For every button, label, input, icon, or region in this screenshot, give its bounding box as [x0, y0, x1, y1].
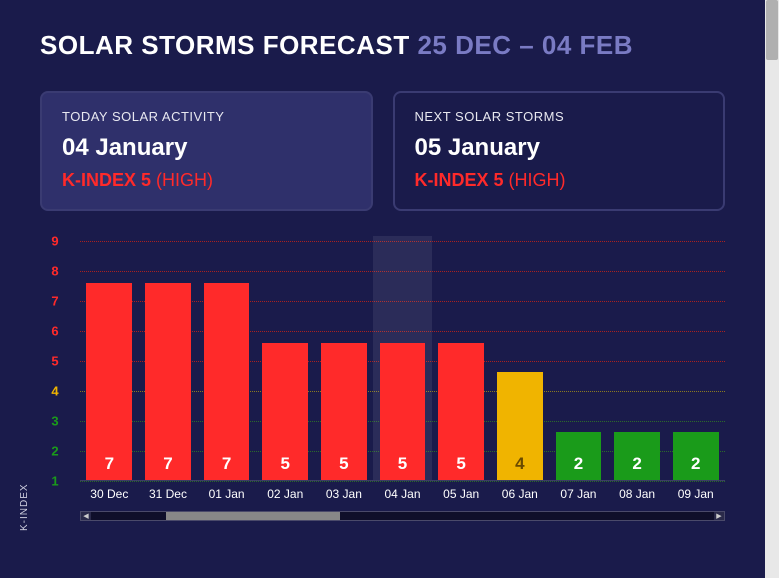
bar-value-label: 7	[163, 454, 172, 480]
scrollbar-v-thumb[interactable]	[766, 0, 778, 60]
bar-value-label: 5	[398, 454, 407, 480]
bar-value-label: 7	[105, 454, 114, 480]
bar-slot: 2	[608, 241, 667, 480]
y-tick: 5	[40, 354, 70, 369]
x-axis-label: 05 Jan	[432, 487, 491, 501]
title-date-range: 25 DEC – 04 FEB	[417, 30, 633, 60]
bar-value-label: 2	[632, 454, 641, 480]
bar-value-label: 5	[281, 454, 290, 480]
y-tick: 7	[40, 294, 70, 309]
scrollbar-h-thumb[interactable]	[166, 512, 340, 520]
x-axis-label: 03 Jan	[315, 487, 374, 501]
bar-slot: 2	[549, 241, 608, 480]
x-axis-label: 30 Dec	[80, 487, 139, 501]
x-axis-label: 31 Dec	[139, 487, 198, 501]
bar-value-label: 2	[691, 454, 700, 480]
x-axis-label: 04 Jan	[373, 487, 432, 501]
chart-plot-area: 7 7 7 5 5 5 5 4 2 2 2	[80, 241, 725, 481]
gridline	[80, 481, 725, 482]
x-axis-label: 07 Jan	[549, 487, 608, 501]
kindex-bar[interactable]: 5	[321, 343, 367, 480]
bar-slot: 5	[432, 241, 491, 480]
next-storm-card: NEXT SOLAR STORMS 05 January K-INDEX 5 (…	[393, 91, 726, 211]
x-axis-label: 01 Jan	[197, 487, 256, 501]
y-tick: 9	[40, 234, 70, 249]
chart-horizontal-scrollbar[interactable]: ◀ ▶	[80, 511, 725, 521]
today-card-kindex: K-INDEX 5 (HIGH)	[62, 170, 351, 191]
bar-value-label: 4	[515, 454, 524, 480]
page-viewport: SOLAR STORMS FORECAST 25 DEC – 04 FEB TO…	[0, 0, 765, 578]
x-axis-label: 08 Jan	[608, 487, 667, 501]
header: SOLAR STORMS FORECAST 25 DEC – 04 FEB	[40, 30, 725, 61]
bar-slot: 5	[373, 241, 432, 480]
bar-value-label: 5	[456, 454, 465, 480]
kindex-bar[interactable]: 7	[86, 283, 132, 480]
title-prefix: SOLAR STORMS FORECAST	[40, 30, 417, 60]
next-card-label: NEXT SOLAR STORMS	[415, 109, 704, 124]
today-card-date: 04 January	[62, 134, 351, 162]
bar-value-label: 7	[222, 454, 231, 480]
bar-slot: 5	[315, 241, 374, 480]
kindex-bar[interactable]: 2	[673, 432, 719, 480]
kindex-bar[interactable]: 4	[497, 372, 543, 480]
next-card-kindex: K-INDEX 5 (HIGH)	[415, 170, 704, 191]
bar-value-label: 5	[339, 454, 348, 480]
content-area: SOLAR STORMS FORECAST 25 DEC – 04 FEB TO…	[0, 0, 765, 541]
today-activity-card: TODAY SOLAR ACTIVITY 04 January K-INDEX …	[40, 91, 373, 211]
bar-slot: 7	[139, 241, 198, 480]
bar-value-label: 2	[574, 454, 583, 480]
y-tick: 8	[40, 264, 70, 279]
scroll-right-arrow-icon[interactable]: ▶	[714, 512, 724, 520]
x-axis-label: 02 Jan	[256, 487, 315, 501]
y-tick: 6	[40, 324, 70, 339]
summary-cards: TODAY SOLAR ACTIVITY 04 January K-INDEX …	[40, 91, 725, 211]
bar-slot: 7	[197, 241, 256, 480]
next-kindex-level: (HIGH)	[509, 170, 566, 190]
today-kindex-level: (HIGH)	[156, 170, 213, 190]
bar-slot: 4	[490, 241, 549, 480]
kindex-bar[interactable]: 7	[204, 283, 250, 480]
kindex-chart: K-INDEX 987654321 77755554222 30 Dec31 D…	[40, 241, 725, 521]
x-axis-label: 06 Jan	[490, 487, 549, 501]
bar-slot: 7	[80, 241, 139, 480]
kindex-bar[interactable]: 5	[438, 343, 484, 480]
x-axis-labels: 30 Dec31 Dec01 Jan02 Jan03 Jan04 Jan05 J…	[80, 487, 725, 501]
y-tick: 4	[40, 384, 70, 399]
y-tick: 2	[40, 444, 70, 459]
kindex-bar[interactable]: 2	[556, 432, 602, 480]
kindex-bar[interactable]: 5	[380, 343, 426, 480]
y-axis-title: K-INDEX	[19, 483, 30, 531]
kindex-bar[interactable]: 7	[145, 283, 191, 480]
y-tick: 1	[40, 474, 70, 489]
page-title: SOLAR STORMS FORECAST 25 DEC – 04 FEB	[40, 30, 725, 61]
x-axis-label: 09 Jan	[666, 487, 725, 501]
page-vertical-scrollbar[interactable]	[765, 0, 779, 578]
kindex-bar[interactable]: 5	[262, 343, 308, 480]
scrollbar-h-track[interactable]	[91, 512, 714, 520]
scroll-left-arrow-icon[interactable]: ◀	[81, 512, 91, 520]
y-tick: 3	[40, 414, 70, 429]
today-kindex-value: K-INDEX 5	[62, 170, 156, 190]
today-card-label: TODAY SOLAR ACTIVITY	[62, 109, 351, 124]
bar-slot: 5	[256, 241, 315, 480]
next-kindex-value: K-INDEX 5	[415, 170, 509, 190]
bars-container: 7 7 7 5 5 5 5 4 2 2 2	[80, 241, 725, 480]
y-axis: 987654321	[40, 241, 70, 481]
next-card-date: 05 January	[415, 134, 704, 162]
bar-slot: 2	[666, 241, 725, 480]
kindex-bar[interactable]: 2	[614, 432, 660, 480]
